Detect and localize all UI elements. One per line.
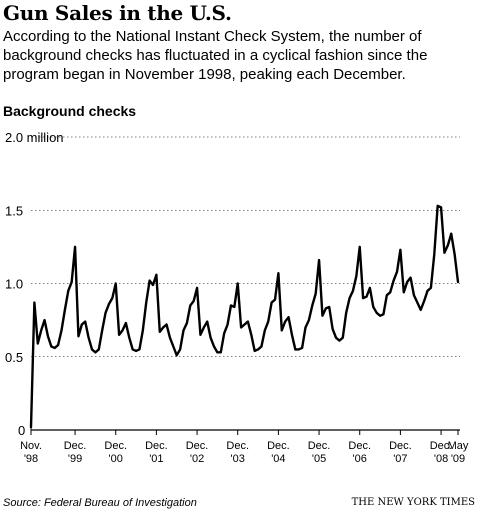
- x-tick-label: Dec.: [145, 440, 168, 452]
- x-tick-year-label: '03: [231, 453, 245, 465]
- x-tick-year-label: '04: [271, 453, 285, 465]
- x-tick-year-label: '05: [312, 453, 326, 465]
- x-tick-year-label: '99: [68, 453, 82, 465]
- x-tick-year-label: '02: [190, 453, 204, 465]
- x-tick-year-label: '09: [451, 453, 465, 465]
- x-tick-year-label: '00: [109, 453, 123, 465]
- y-axis-title: Background checks: [3, 103, 137, 119]
- x-tick-year-label: '06: [353, 453, 367, 465]
- y-tick-label: 1.5: [5, 203, 23, 218]
- background-checks-line: [29, 204, 460, 429]
- y-tick-label: 1.0: [5, 277, 23, 292]
- source-note: Source: Federal Bureau of Investigation: [3, 497, 197, 509]
- x-tick-label: Dec.: [104, 440, 127, 452]
- x-tick-label: May: [448, 440, 469, 452]
- y-tick-label: 2.0 million: [5, 130, 64, 145]
- x-tick-label: Dec.: [226, 440, 249, 452]
- x-tick-label: Dec.: [186, 440, 209, 452]
- x-tick-label: Nov.: [20, 440, 42, 452]
- x-tick-label: Dec.: [64, 440, 87, 452]
- x-tick-label: Dec.: [308, 440, 331, 452]
- x-tick-label: Dec.: [389, 440, 412, 452]
- y-tick-label: 0: [18, 423, 25, 438]
- x-tick-label: Dec.: [348, 440, 371, 452]
- x-tick-year-label: '07: [393, 453, 407, 465]
- x-tick-year-label: '08: [434, 453, 448, 465]
- y-tick-label: 0.5: [5, 350, 23, 365]
- chart-title: Gun Sales in the U.S.: [3, 1, 232, 25]
- chart-subtitle: According to the National Instant Check …: [3, 28, 428, 83]
- x-tick-year-label: '98: [24, 453, 38, 465]
- x-tick-label: Dec.: [267, 440, 290, 452]
- x-tick-year-label: '01: [149, 453, 163, 465]
- x-tick-label: Dec.: [430, 440, 453, 452]
- credit-line: THE NEW YORK TIMES: [351, 497, 475, 508]
- line-chart: 00.51.01.52.0 millionNov.'98Dec.'99Dec.'…: [5, 130, 469, 465]
